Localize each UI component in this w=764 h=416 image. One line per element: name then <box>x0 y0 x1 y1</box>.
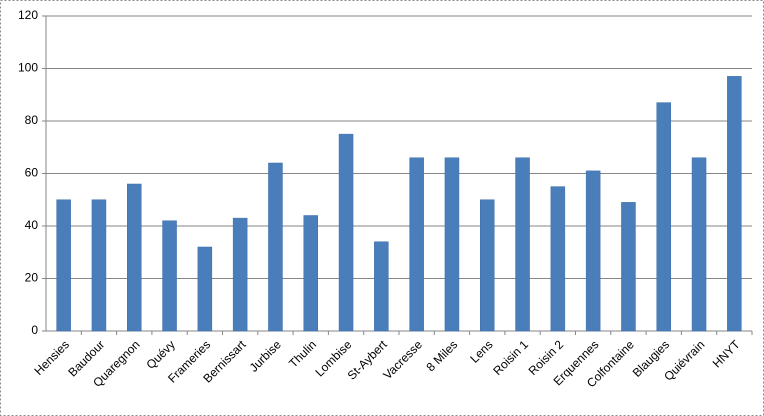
y-tick-label: 100 <box>18 61 38 75</box>
bar <box>56 199 71 332</box>
y-tick-label: 80 <box>25 113 39 127</box>
y-tick-label: 120 <box>18 8 38 22</box>
bar <box>585 170 601 332</box>
bar <box>691 157 707 332</box>
bar <box>409 157 424 332</box>
bar <box>268 162 283 332</box>
bar <box>550 186 566 332</box>
bar <box>374 241 389 332</box>
bar <box>444 157 460 332</box>
bar <box>656 102 671 332</box>
bar <box>91 199 107 332</box>
bar <box>232 217 248 332</box>
y-tick-label: 20 <box>25 271 39 285</box>
bar <box>338 133 354 332</box>
y-tick-label: 40 <box>25 218 39 232</box>
bar <box>197 246 213 332</box>
bar <box>727 76 742 332</box>
bar <box>480 199 495 332</box>
bar <box>127 183 142 332</box>
bar <box>621 202 636 332</box>
bar <box>515 157 530 332</box>
bar <box>162 220 177 332</box>
bar <box>303 215 318 332</box>
y-tick-label: 60 <box>25 166 39 180</box>
y-tick-label: 0 <box>31 323 38 337</box>
